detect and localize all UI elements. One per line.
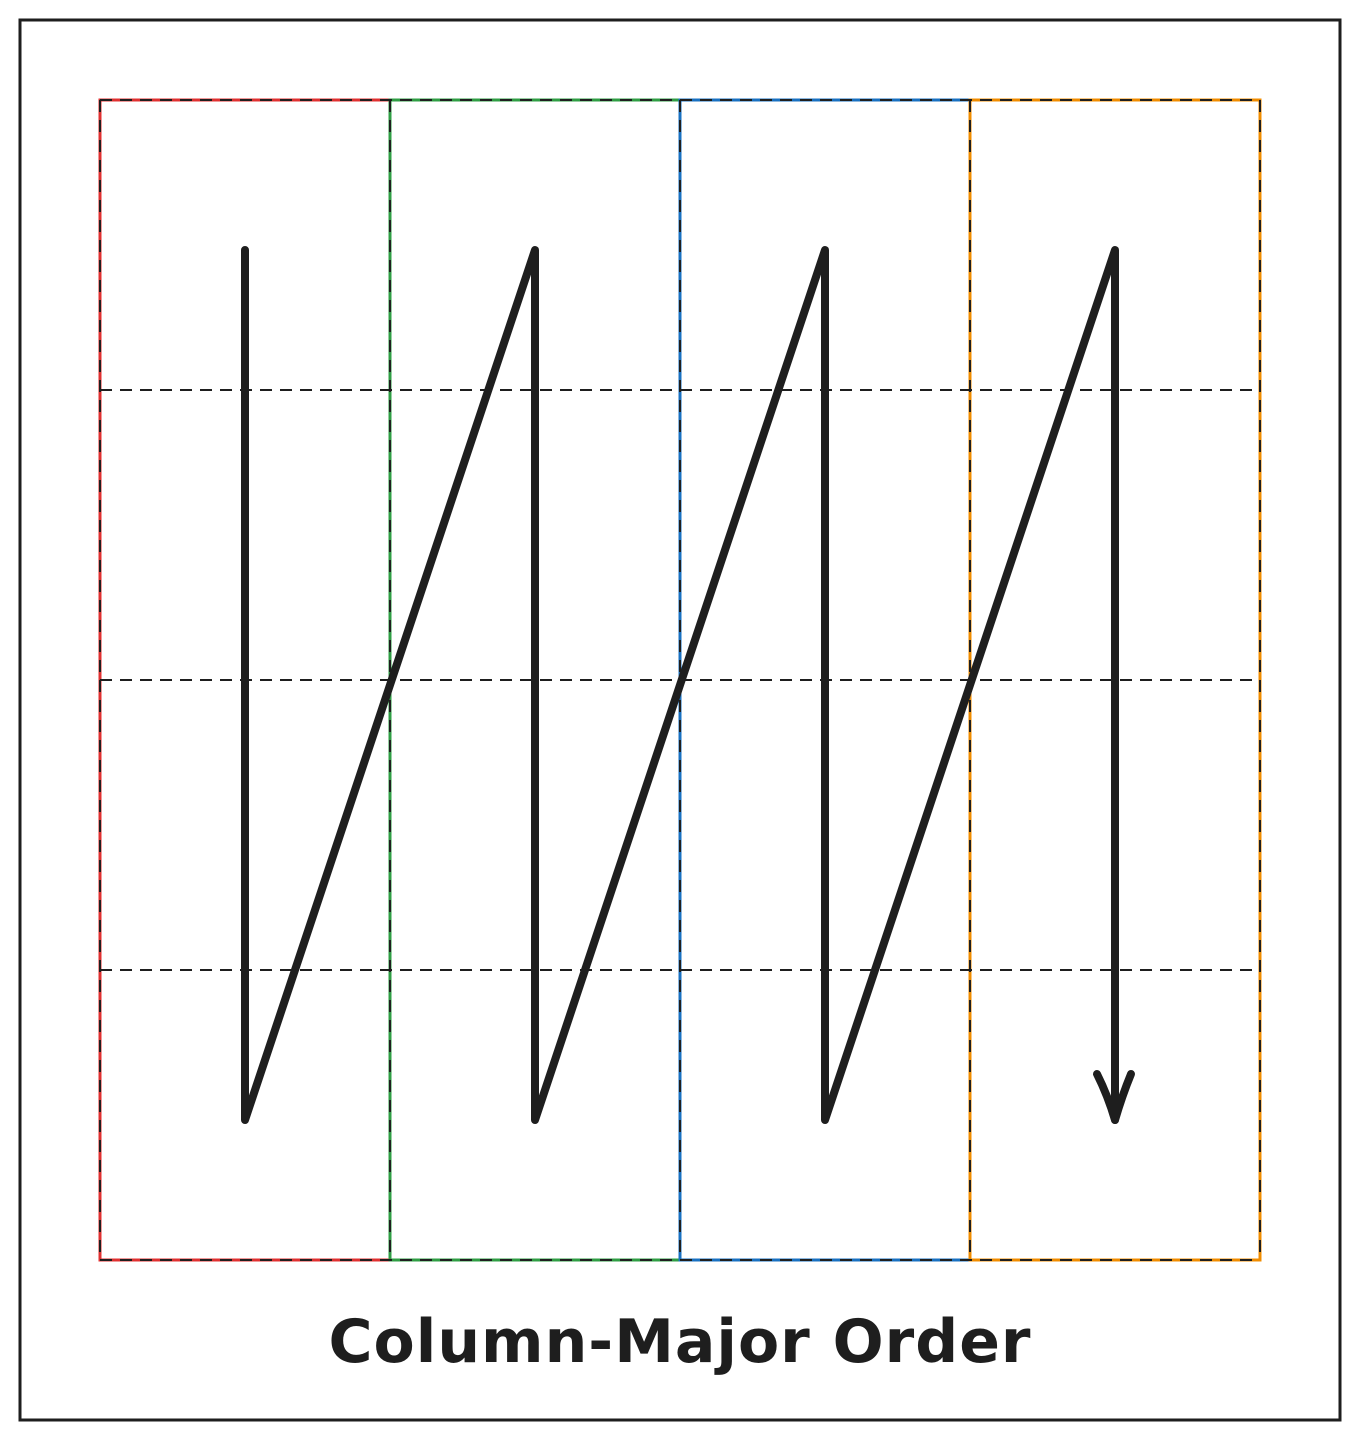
- traversal-path: [241, 246, 1135, 1124]
- diagram-title: Column-Major Order: [329, 1307, 1032, 1377]
- outer-frame: [18, 18, 1342, 1422]
- arrowhead-icon: [1093, 1070, 1135, 1124]
- zigzag-path: [241, 246, 1119, 1124]
